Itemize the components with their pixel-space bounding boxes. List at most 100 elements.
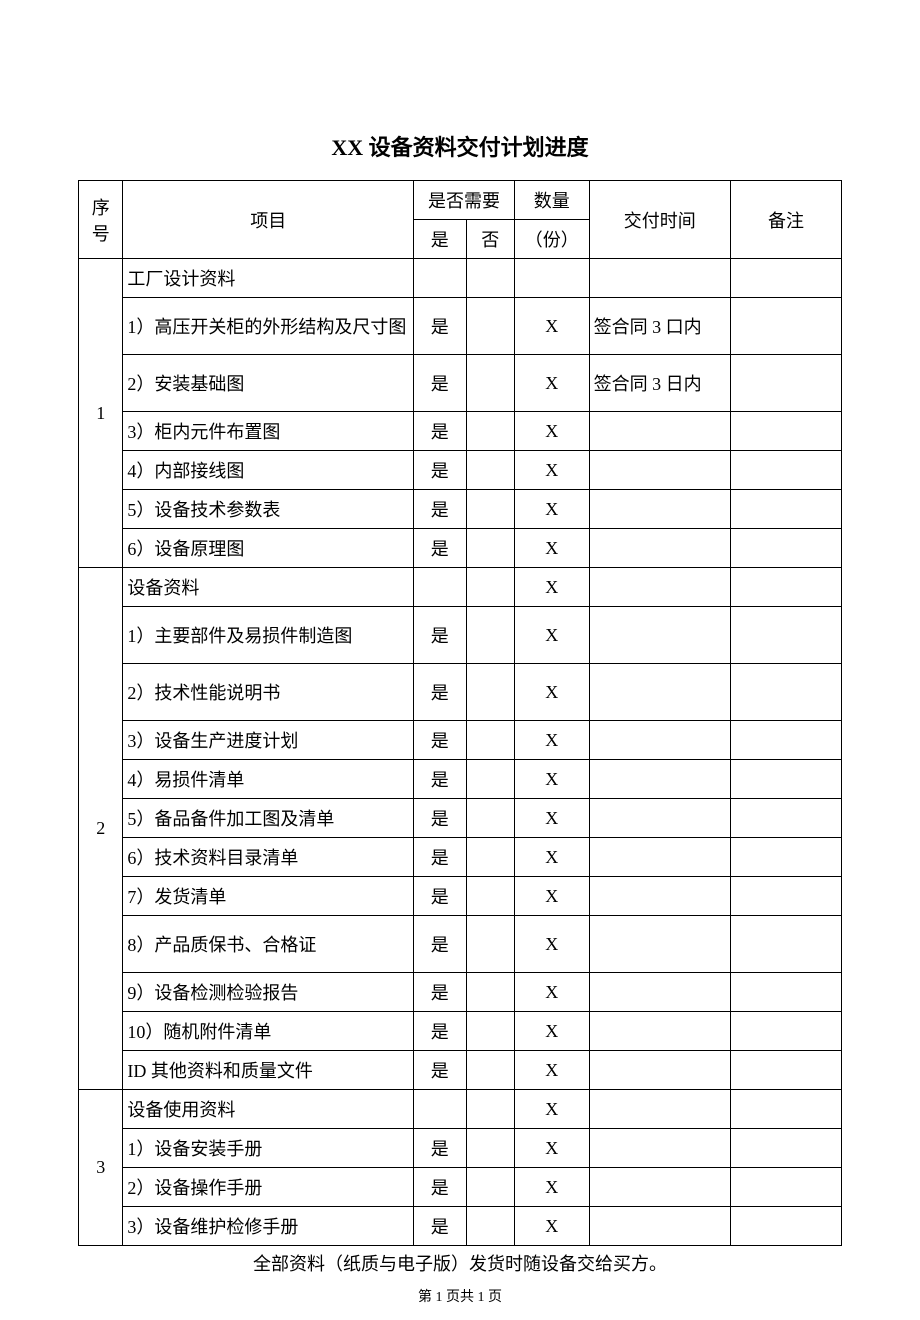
qty-cell: X <box>514 916 589 973</box>
item-cell: 9）设备检测检验报告 <box>123 973 414 1012</box>
qty-cell: X <box>514 721 589 760</box>
yes-cell: 是 <box>414 799 466 838</box>
note-cell <box>730 490 841 529</box>
table-row: 5）备品备件加工图及清单是X <box>79 799 842 838</box>
table-row: 3设备使用资料X <box>79 1090 842 1129</box>
yes-cell: 是 <box>414 877 466 916</box>
col-seq-header: 序号 <box>79 181 123 259</box>
no-cell <box>466 259 514 298</box>
item-cell: 5）设备技术参数表 <box>123 490 414 529</box>
table-row: 6）设备原理图是 X <box>79 529 842 568</box>
time-cell <box>589 973 730 1012</box>
no-cell <box>466 1168 514 1207</box>
table-row: 3）设备维护检修手册是X <box>79 1207 842 1246</box>
item-cell: 2）技术性能说明书 <box>123 664 414 721</box>
seq-cell: 2 <box>79 568 123 1090</box>
time-cell <box>589 1012 730 1051</box>
time-cell <box>589 799 730 838</box>
seq-cell: 1 <box>79 259 123 568</box>
item-cell: 5）备品备件加工图及清单 <box>123 799 414 838</box>
yes-cell <box>414 259 466 298</box>
yes-cell: 是 <box>414 1012 466 1051</box>
table-row: 1）主要部件及易损件制造图是X <box>79 607 842 664</box>
item-cell: 1）高压开关柜的外形结构及尺寸图 <box>123 298 414 355</box>
yes-cell: 是 <box>414 529 466 568</box>
note-cell <box>730 664 841 721</box>
note-cell <box>730 355 841 412</box>
item-cell: 设备资料 <box>123 568 414 607</box>
note-cell <box>730 916 841 973</box>
table-row: 2）设备操作手册是X <box>79 1168 842 1207</box>
no-cell <box>466 298 514 355</box>
qty-cell: X <box>514 838 589 877</box>
col-qty-header: 数量 <box>514 181 589 220</box>
time-cell <box>589 916 730 973</box>
col-qty-sub-header: （份） <box>514 220 589 259</box>
qty-cell: X <box>514 607 589 664</box>
col-no-header: 否 <box>466 220 514 259</box>
yes-cell: 是 <box>414 451 466 490</box>
note-cell <box>730 877 841 916</box>
no-cell <box>466 1012 514 1051</box>
qty-cell: X <box>514 877 589 916</box>
note-cell <box>730 412 841 451</box>
item-cell: 2）安装基础图 <box>123 355 414 412</box>
footnote: 全部资料（纸质与电子版）发货时随设备交给买方。 <box>78 1250 842 1276</box>
table-row: 9）设备检测检验报告是X <box>79 973 842 1012</box>
no-cell <box>466 451 514 490</box>
no-cell <box>466 607 514 664</box>
time-cell <box>589 490 730 529</box>
qty-cell: X <box>514 451 589 490</box>
note-cell <box>730 568 841 607</box>
note-cell <box>730 721 841 760</box>
no-cell <box>466 490 514 529</box>
table-head: 序号 项目 是否需要 数量 交付时间 备注 是 否 （份） <box>79 181 842 259</box>
note-cell <box>730 259 841 298</box>
item-cell: 6）技术资料目录清单 <box>123 838 414 877</box>
col-time-header: 交付时间 <box>589 181 730 259</box>
page-number: 第 1 页共 1 页 <box>78 1286 842 1306</box>
time-cell <box>589 451 730 490</box>
table-row: 8）产品质保书、合格证是X <box>79 916 842 973</box>
yes-cell: 是 <box>414 298 466 355</box>
note-cell <box>730 799 841 838</box>
qty-cell: X <box>514 973 589 1012</box>
qty-cell: X <box>514 1207 589 1246</box>
qty-cell: X <box>514 664 589 721</box>
qty-cell: X <box>514 1012 589 1051</box>
item-cell: 4）易损件清单 <box>123 760 414 799</box>
no-cell <box>466 355 514 412</box>
qty-cell: X <box>514 490 589 529</box>
time-cell <box>589 412 730 451</box>
qty-cell: X <box>514 298 589 355</box>
table-row: 1）设备安装手册是X <box>79 1129 842 1168</box>
item-cell: 3）柜内元件布置图 <box>123 412 414 451</box>
item-cell: 6）设备原理图 <box>123 529 414 568</box>
table-row: 4）易损件清单是X <box>79 760 842 799</box>
no-cell <box>466 1207 514 1246</box>
qty-cell: X <box>514 760 589 799</box>
time-cell <box>589 1090 730 1129</box>
item-cell: 1）设备安装手册 <box>123 1129 414 1168</box>
no-cell <box>466 721 514 760</box>
col-yes-header: 是 <box>414 220 466 259</box>
yes-cell: 是 <box>414 721 466 760</box>
table-row: 2）安装基础图是X签合同 3 日内 <box>79 355 842 412</box>
item-cell: 4）内部接线图 <box>123 451 414 490</box>
delivery-table: 序号 项目 是否需要 数量 交付时间 备注 是 否 （份） 1工厂设计资料1）高… <box>78 180 842 1246</box>
note-cell <box>730 760 841 799</box>
qty-cell <box>514 259 589 298</box>
table-body: 1工厂设计资料1）高压开关柜的外形结构及尺寸图是X签合同 3 口内2）安装基础图… <box>79 259 842 1246</box>
qty-cell: X <box>514 529 589 568</box>
yes-cell <box>414 568 466 607</box>
qty-cell: X <box>514 568 589 607</box>
note-cell <box>730 1129 841 1168</box>
yes-cell: 是 <box>414 664 466 721</box>
note-cell <box>730 607 841 664</box>
note-cell <box>730 451 841 490</box>
time-cell <box>589 721 730 760</box>
qty-cell: X <box>514 1129 589 1168</box>
time-cell <box>589 607 730 664</box>
col-need-header: 是否需要 <box>414 181 515 220</box>
item-cell: 设备使用资料 <box>123 1090 414 1129</box>
